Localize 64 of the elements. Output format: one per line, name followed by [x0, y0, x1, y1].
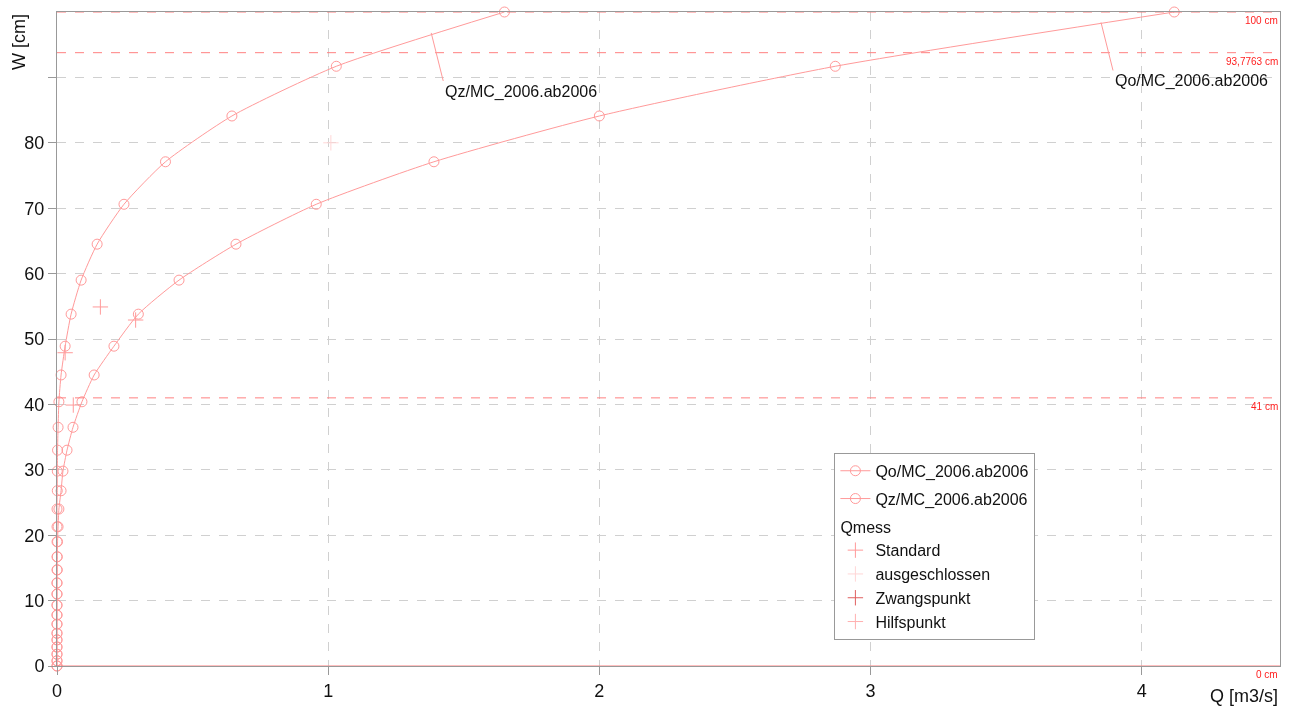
- legend-label: Hilfspunkt: [875, 613, 947, 631]
- legend-label: Standard: [875, 542, 941, 560]
- x-axis-title: Q [m3/s]: [1210, 686, 1279, 706]
- point: [55, 369, 67, 381]
- y-tick-label: 0: [34, 656, 45, 677]
- point: [498, 6, 510, 18]
- point: [92, 298, 109, 316]
- y-tick-label: 10: [24, 590, 45, 611]
- x-tick-label: 2: [594, 680, 605, 701]
- ref-line-label: 93,7763 cm: [1226, 56, 1279, 67]
- point: [57, 465, 69, 477]
- point: [829, 60, 841, 72]
- point: [91, 238, 103, 250]
- y-tick-label: 30: [24, 460, 45, 481]
- annotation: Qo/MC_2006.ab2006: [1115, 72, 1269, 90]
- legend-label: Qz/MC_2006.ab2006: [875, 490, 1028, 509]
- point: [127, 311, 144, 329]
- point: [173, 274, 185, 286]
- x-tick-label: 4: [1136, 680, 1147, 701]
- point: [1168, 6, 1180, 18]
- x-tick-label: 0: [51, 680, 63, 701]
- point: [59, 340, 71, 352]
- point: [322, 134, 340, 151]
- point: [132, 308, 144, 320]
- y-tick-label: 70: [24, 198, 45, 219]
- point: [52, 421, 64, 433]
- point: [108, 340, 120, 352]
- ref-line-label: 100 cm: [1245, 15, 1278, 26]
- legend-title: Qmess: [840, 518, 892, 536]
- point: [76, 396, 88, 408]
- y-tick-label: 20: [24, 525, 45, 546]
- point: [230, 238, 242, 250]
- y-tick-label: 50: [24, 329, 45, 350]
- ref-line-label: 41 cm: [1251, 401, 1279, 412]
- y-tick-label: 80: [24, 133, 45, 154]
- point: [330, 60, 342, 72]
- legend-label: Qo/MC_2006.ab2006: [875, 462, 1029, 481]
- point: [51, 485, 63, 497]
- point: [310, 198, 322, 210]
- point: [51, 465, 63, 477]
- point: [61, 444, 73, 456]
- point: [428, 156, 440, 168]
- point: [65, 308, 77, 320]
- point: [593, 110, 605, 122]
- y-tick-label: 40: [24, 394, 45, 415]
- point: [65, 396, 82, 414]
- point: [55, 485, 67, 497]
- point: [226, 110, 238, 122]
- y-axis-title: W [cm]: [9, 14, 29, 70]
- y-tick-label: 60: [24, 263, 45, 284]
- x-tick-label: 1: [323, 680, 334, 701]
- ref-line-label: 0 cm: [1256, 669, 1278, 680]
- legend-label: Zwangspunkt: [875, 589, 972, 607]
- point: [53, 396, 65, 408]
- point: [118, 198, 130, 210]
- point: [159, 156, 171, 168]
- point: [56, 344, 74, 361]
- point: [75, 274, 87, 286]
- point: [67, 421, 79, 433]
- x-tick-label: 3: [865, 680, 876, 701]
- legend-label: ausgeschlossen: [875, 566, 991, 584]
- point: [88, 369, 100, 381]
- point: [52, 444, 64, 456]
- annotation: Qz/MC_2006.ab2006: [445, 83, 598, 101]
